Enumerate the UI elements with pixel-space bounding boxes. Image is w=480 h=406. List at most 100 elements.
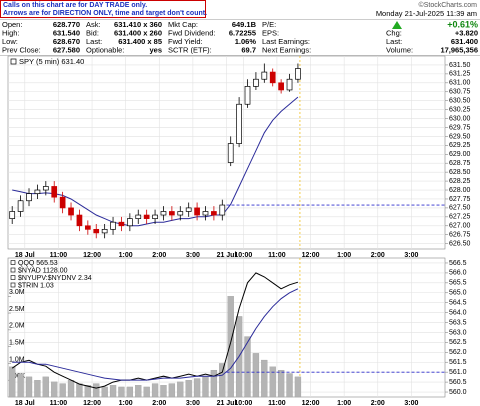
y2-tick-label: 2.0M xyxy=(9,323,25,330)
volume-bar xyxy=(118,386,125,398)
field-label: Last: xyxy=(86,37,102,46)
y-tick-label: 629.50 xyxy=(449,133,471,140)
field-value: 628.670 xyxy=(53,37,80,46)
field-value: +3.820 xyxy=(455,28,478,37)
field-label: Mkt Cap: xyxy=(168,20,198,29)
candle-body xyxy=(261,71,268,80)
candle-body xyxy=(84,225,91,230)
candle-body xyxy=(185,207,192,212)
x-tick-label: 12:00 xyxy=(83,252,101,259)
volume-bar xyxy=(109,385,117,398)
y-tick-label: 629.75 xyxy=(449,124,471,131)
field-label: High: xyxy=(2,28,20,37)
y2-tick-label: 2.5M xyxy=(9,306,25,313)
y-tick-label: 562.5 xyxy=(449,339,467,346)
candle-body xyxy=(219,204,226,216)
volume-bar xyxy=(135,385,142,398)
y-tick-label: 560.0 xyxy=(449,389,467,396)
candle-body xyxy=(93,228,100,234)
volume-bar xyxy=(151,383,159,398)
y-tick-label: 628.75 xyxy=(449,160,471,167)
volume-bar xyxy=(59,383,66,398)
volume-bar xyxy=(210,369,218,398)
x-tick-label: 11:00 xyxy=(50,252,68,259)
y-tick-label: 565.0 xyxy=(449,290,467,297)
up-arrow xyxy=(392,21,402,29)
field-value: 631.400 x 260 xyxy=(114,28,162,37)
legend-entry: $TRIN 1.03 xyxy=(18,282,54,289)
candle-body xyxy=(152,214,158,219)
x-tick-label: 2:00 xyxy=(152,252,166,259)
field-label: Open: xyxy=(2,20,22,29)
field-value: 631.540 xyxy=(53,28,80,37)
volume-bar xyxy=(101,386,108,398)
volume-bar xyxy=(76,383,83,398)
volume-bar xyxy=(84,385,91,398)
field-value: 631.400 x 85 xyxy=(118,37,162,46)
x-tick-label: 11:00 xyxy=(50,400,68,406)
y-tick-label: 629.00 xyxy=(449,151,471,158)
y2-tick-label: 500K xyxy=(9,373,26,380)
y-tick-label: 630.50 xyxy=(449,98,471,105)
candle-body xyxy=(118,221,125,227)
volume-bar xyxy=(202,376,209,398)
y2-tick-label: 1.0M xyxy=(9,356,25,363)
x-tick-label: 3:00 xyxy=(404,252,418,259)
x-tick-label: 12:00 xyxy=(302,400,320,406)
y-tick-label: 630.25 xyxy=(449,106,471,113)
x-tick-label: 10:00 xyxy=(234,252,252,259)
y-tick-label: 631.00 xyxy=(449,80,471,87)
field-value: 631.400 xyxy=(451,37,478,46)
volume-bar xyxy=(219,363,226,398)
volume-bar xyxy=(227,296,234,398)
y-tick-label: 561.5 xyxy=(449,359,467,366)
field-value: 631.410 x 360 xyxy=(114,20,162,29)
candle-body xyxy=(76,214,83,227)
field-label: Chg: xyxy=(386,28,402,37)
candle-body xyxy=(68,207,74,216)
y-tick-label: 561.0 xyxy=(449,369,467,376)
x-tick-label: 3:00 xyxy=(186,400,200,406)
candle-body xyxy=(135,214,142,219)
legend-swatch xyxy=(10,267,16,273)
candle-body xyxy=(101,228,108,234)
field-value: 17,965,356 xyxy=(440,45,478,54)
x-tick-label: 1:00 xyxy=(119,400,133,406)
y-tick-label: 631.50 xyxy=(449,62,471,69)
x-tick-label: 2:00 xyxy=(152,400,166,406)
candle-body xyxy=(127,218,133,227)
volume-bar xyxy=(193,378,201,398)
field-label: Optionable: xyxy=(86,45,124,54)
legend-entry: SPY (5 min) 631.40 xyxy=(19,57,84,66)
field-label: Volume: xyxy=(386,45,413,54)
y-tick-label: 630.00 xyxy=(449,115,471,122)
notice-line: Calls on this chart are for DAY TRADE on… xyxy=(3,2,147,9)
volume-bar xyxy=(93,383,100,398)
y-tick-label: 631.25 xyxy=(449,71,471,78)
candle-body xyxy=(17,200,24,212)
volume-bar xyxy=(25,376,33,398)
x-tick-label: 3:00 xyxy=(186,252,200,259)
y-tick-label: 627.25 xyxy=(449,214,471,221)
y-tick-label: 627.75 xyxy=(449,196,471,203)
field-label: Fwd Yield: xyxy=(168,37,203,46)
field-label: Ask: xyxy=(86,20,101,29)
x-tick-label: 2:00 xyxy=(371,252,385,259)
volume-bar xyxy=(34,380,41,398)
field-value: 628.770 xyxy=(53,20,80,29)
legend-entry: QQQ 565.53 xyxy=(18,260,58,267)
volume-bar xyxy=(143,386,150,398)
y2-tick-label: 3.0M xyxy=(9,289,25,296)
x-tick-label: 10:00 xyxy=(234,400,252,406)
candle-body xyxy=(202,211,209,216)
field-label: Bid: xyxy=(86,28,99,37)
candle-body xyxy=(278,82,284,91)
volume-bar xyxy=(269,366,276,398)
x-tick-label: 2:00 xyxy=(371,400,385,406)
notice-box xyxy=(0,0,206,18)
candle-body xyxy=(26,193,32,202)
field-label: SCTR (ETF): xyxy=(168,45,212,54)
volume-bar xyxy=(160,385,167,398)
volume-bar xyxy=(286,373,293,398)
